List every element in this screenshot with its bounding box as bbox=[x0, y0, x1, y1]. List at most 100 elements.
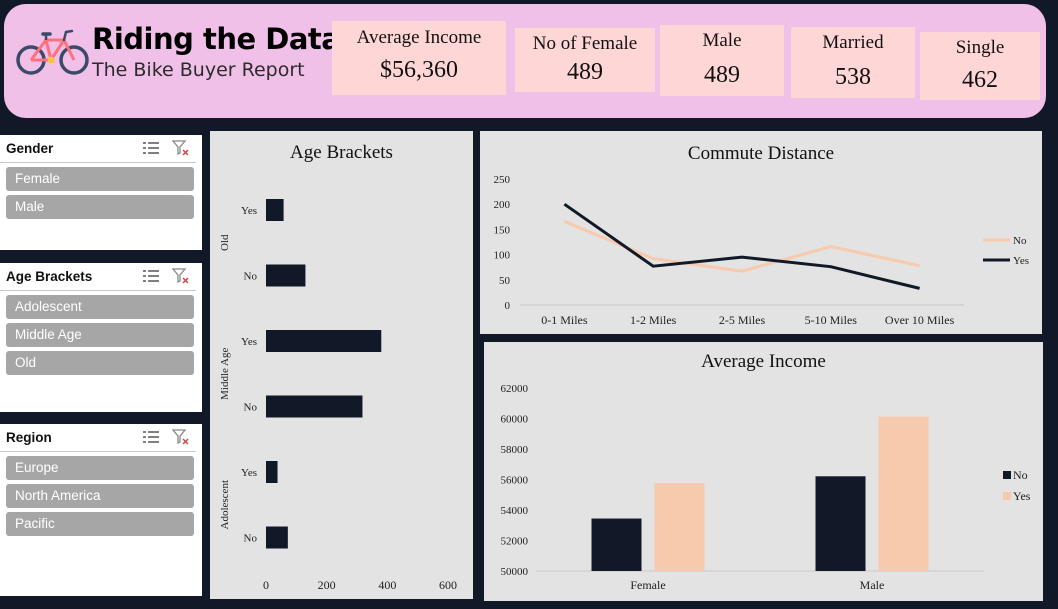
bar bbox=[266, 461, 278, 483]
slicer-region: Region Europe North America Pacific bbox=[0, 424, 202, 596]
y-tick-label: 60000 bbox=[501, 414, 529, 426]
x-tick-label: 1-2 Miles bbox=[630, 313, 677, 327]
y-tick-label: 200 bbox=[494, 199, 511, 211]
slicer-item-female[interactable]: Female bbox=[6, 167, 194, 191]
slicer-header: Region bbox=[0, 424, 196, 452]
y-tick-label: 100 bbox=[494, 250, 511, 262]
clear-filter-icon[interactable] bbox=[172, 140, 190, 156]
y-tick-label: 54000 bbox=[501, 505, 529, 517]
age-brackets-chart-panel: Age Brackets Yes No Yes No Yes No Old Middle Ag… bbox=[210, 131, 473, 599]
y-tick-label: 50 bbox=[499, 275, 511, 287]
kpi-male-count: Male 489 bbox=[660, 25, 784, 96]
age-brackets-chart: Yes No Yes No Yes No Old Middle Age Adolescent 0 2… bbox=[219, 199, 457, 592]
bar bbox=[266, 330, 382, 352]
chart-title: Age Brackets bbox=[290, 142, 393, 163]
kpi-married-count: Married 538 bbox=[791, 27, 915, 98]
slicer-item-male[interactable]: Male bbox=[6, 195, 194, 219]
slicer-item-pacific[interactable]: Pacific bbox=[6, 512, 194, 536]
category-label: Yes bbox=[241, 336, 257, 348]
y-tick-label: 150 bbox=[494, 224, 511, 236]
bar-no bbox=[591, 518, 642, 571]
category-label: No bbox=[244, 271, 258, 283]
average-income-chart-panel: Average Income 50000 52000 54000 56000 58000… bbox=[484, 342, 1043, 601]
group-label: Old bbox=[219, 234, 231, 251]
bar-no bbox=[815, 476, 866, 571]
kpi-single-count: Single 462 bbox=[920, 32, 1040, 100]
bar bbox=[266, 264, 306, 287]
y-tick-label: 52000 bbox=[501, 536, 529, 548]
x-tick-label: 0-1 Miles bbox=[541, 313, 588, 327]
group-label: Adolescent bbox=[219, 480, 231, 529]
kpi-value: 489 bbox=[704, 62, 740, 88]
slicer-title: Region bbox=[6, 430, 52, 445]
y-tick-label: 58000 bbox=[501, 444, 529, 456]
commute-distance-chart-panel: Commute Distance 0 50 100 150 200 250 0-1 Mile… bbox=[480, 131, 1042, 334]
category-label: No bbox=[244, 533, 258, 545]
report-subtitle: The Bike Buyer Report bbox=[92, 59, 305, 81]
bar-yes bbox=[654, 483, 705, 571]
average-income-chart: 50000 52000 54000 56000 58000 60000 62000 Femal… bbox=[501, 383, 1031, 592]
x-tick-label: Over 10 Miles bbox=[885, 313, 955, 327]
legend-label: No bbox=[1013, 468, 1028, 482]
x-tick-label: 400 bbox=[378, 578, 396, 592]
slicer-item-old[interactable]: Old bbox=[6, 351, 194, 375]
commute-distance-chart: 0 50 100 150 200 250 0-1 Miles 1-2 Miles 2-5 Mil… bbox=[494, 174, 1030, 327]
kpi-value: 538 bbox=[835, 64, 871, 90]
x-tick-label: Female bbox=[630, 578, 665, 592]
x-tick-label: 600 bbox=[439, 578, 457, 592]
slicer-title: Age Brackets bbox=[6, 269, 93, 284]
x-tick-label: Male bbox=[860, 578, 885, 592]
multi-select-icon[interactable] bbox=[142, 429, 160, 445]
slicer-age-brackets: Age Brackets Adolescent Middle Age Old bbox=[0, 263, 202, 412]
x-tick-label: 0 bbox=[263, 578, 269, 592]
category-label: Yes bbox=[241, 467, 257, 479]
bar bbox=[266, 395, 363, 418]
slicer-item-europe[interactable]: Europe bbox=[6, 456, 194, 480]
bar bbox=[266, 526, 288, 549]
y-tick-label: 50000 bbox=[501, 566, 529, 578]
category-label: No bbox=[244, 402, 258, 414]
multi-select-icon[interactable] bbox=[142, 268, 160, 284]
kpi-label: Single bbox=[955, 37, 1005, 58]
kpi-average-income: Average Income $56,360 bbox=[332, 21, 506, 95]
slicer-item-middle-age[interactable]: Middle Age bbox=[6, 323, 194, 347]
y-tick-label: 62000 bbox=[501, 383, 529, 395]
kpi-label: Married bbox=[822, 32, 884, 53]
bar-yes bbox=[878, 416, 929, 571]
slicer-title: Gender bbox=[6, 141, 54, 156]
slicer-gender: Gender Female Male bbox=[0, 135, 202, 250]
x-tick-label: 200 bbox=[318, 578, 336, 592]
clear-filter-icon[interactable] bbox=[172, 429, 190, 445]
slicer-header: Age Brackets bbox=[0, 263, 196, 291]
kpi-value: 489 bbox=[567, 59, 603, 85]
multi-select-icon[interactable] bbox=[142, 140, 160, 156]
chart-title: Commute Distance bbox=[687, 143, 835, 164]
kpi-label: No of Female bbox=[532, 33, 638, 54]
bar bbox=[266, 199, 284, 221]
kpi-value: 462 bbox=[962, 67, 998, 93]
legend-label: No bbox=[1013, 235, 1027, 247]
legend-swatch bbox=[1003, 471, 1011, 479]
series-line-yes bbox=[563, 202, 920, 290]
x-tick-label: 5-10 Miles bbox=[805, 313, 858, 327]
legend-swatch bbox=[1003, 492, 1011, 500]
clear-filter-icon[interactable] bbox=[172, 268, 190, 284]
x-tick-label: 2-5 Miles bbox=[719, 313, 766, 327]
chart-title: Average Income bbox=[701, 351, 826, 372]
group-label: Middle Age bbox=[219, 348, 231, 400]
kpi-label: Male bbox=[702, 30, 742, 51]
y-tick-label: 56000 bbox=[501, 475, 529, 487]
legend-label: Yes bbox=[1013, 255, 1029, 267]
slicer-item-adolescent[interactable]: Adolescent bbox=[6, 295, 194, 319]
bicycle-icon bbox=[16, 29, 89, 75]
category-label: Yes bbox=[241, 205, 257, 217]
y-tick-label: 250 bbox=[494, 174, 511, 186]
kpi-value: $56,360 bbox=[380, 57, 458, 83]
kpi-label: Average Income bbox=[356, 27, 482, 48]
slicer-item-north-america[interactable]: North America bbox=[6, 484, 194, 508]
legend-label: Yes bbox=[1013, 489, 1031, 503]
y-tick-label: 0 bbox=[505, 300, 511, 312]
series-line-no bbox=[563, 219, 920, 273]
report-title: Riding the Data bbox=[92, 22, 341, 56]
slicer-header: Gender bbox=[0, 135, 196, 163]
